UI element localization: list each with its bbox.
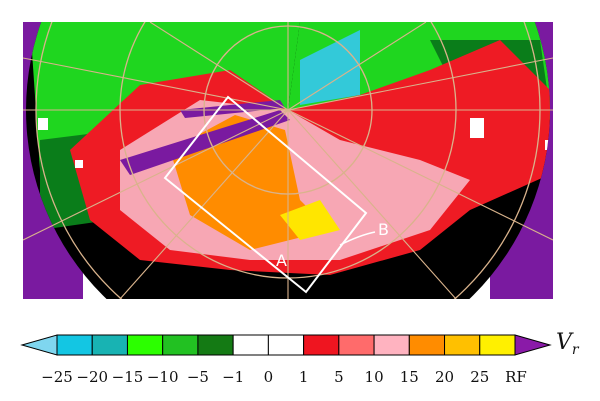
- colorbar-tick-label: RF: [505, 368, 527, 386]
- colorbar: −25 −20 −15 −10 −5 −1 0 1 5 10 15 20 25 RF Vr: [20, 330, 580, 386]
- colorbar-tick-label: 10: [365, 368, 384, 386]
- colorbar-tick-label: −1: [222, 368, 244, 386]
- colorbar-bin: [267, 334, 305, 356]
- colorbar-tick-label: −10: [147, 368, 179, 386]
- colorbar-tick-labels: −25 −20 −15 −10 −5 −1 0 1 5 10 15 20 25 RF: [41, 368, 527, 386]
- colorbar-tick-label: −15: [112, 368, 144, 386]
- marker-a-label: A: [276, 251, 287, 270]
- marker-b-leader: [339, 231, 376, 246]
- colorbar-bin: [373, 334, 410, 356]
- colorbar-bin: [56, 334, 93, 356]
- colorbar-bin: [91, 334, 128, 356]
- analysis-region-box: [163, 95, 368, 294]
- colorbar-tick-label: −20: [76, 368, 108, 386]
- colorbar-bins: [56, 334, 516, 356]
- colorbar-bin: [232, 334, 269, 356]
- colorbar-bin: [338, 334, 375, 356]
- colorbar-tick-label: 5: [334, 368, 344, 386]
- colorbar-tick-label: −5: [187, 368, 209, 386]
- radar-scan-panel: A B: [23, 22, 553, 299]
- colorbar-bin: [479, 334, 516, 356]
- colorbar-title: Vr: [556, 330, 580, 358]
- colorbar-bin: [303, 334, 340, 356]
- colorbar-tick-label: −25: [41, 368, 73, 386]
- colorbar-bin: [197, 334, 234, 356]
- colorbar-bin: [126, 334, 164, 356]
- colorbar-tick-label: 1: [299, 368, 309, 386]
- colorbar-right-arrow: [514, 334, 552, 356]
- colorbar-tick-label: 15: [400, 368, 419, 386]
- colorbar-bin: [408, 334, 446, 356]
- colorbar-bin: [162, 334, 199, 356]
- colorbar-tick-label: 0: [264, 368, 274, 386]
- colorbar-left-arrow: [20, 334, 58, 356]
- azimuth-spokes: [23, 22, 553, 299]
- colorbar-tick-label: 25: [470, 368, 489, 386]
- colorbar-bin: [444, 334, 481, 356]
- colorbar-tick-label: 20: [435, 368, 454, 386]
- velocity-field: [26, 22, 550, 299]
- marker-b-label: B: [378, 220, 389, 239]
